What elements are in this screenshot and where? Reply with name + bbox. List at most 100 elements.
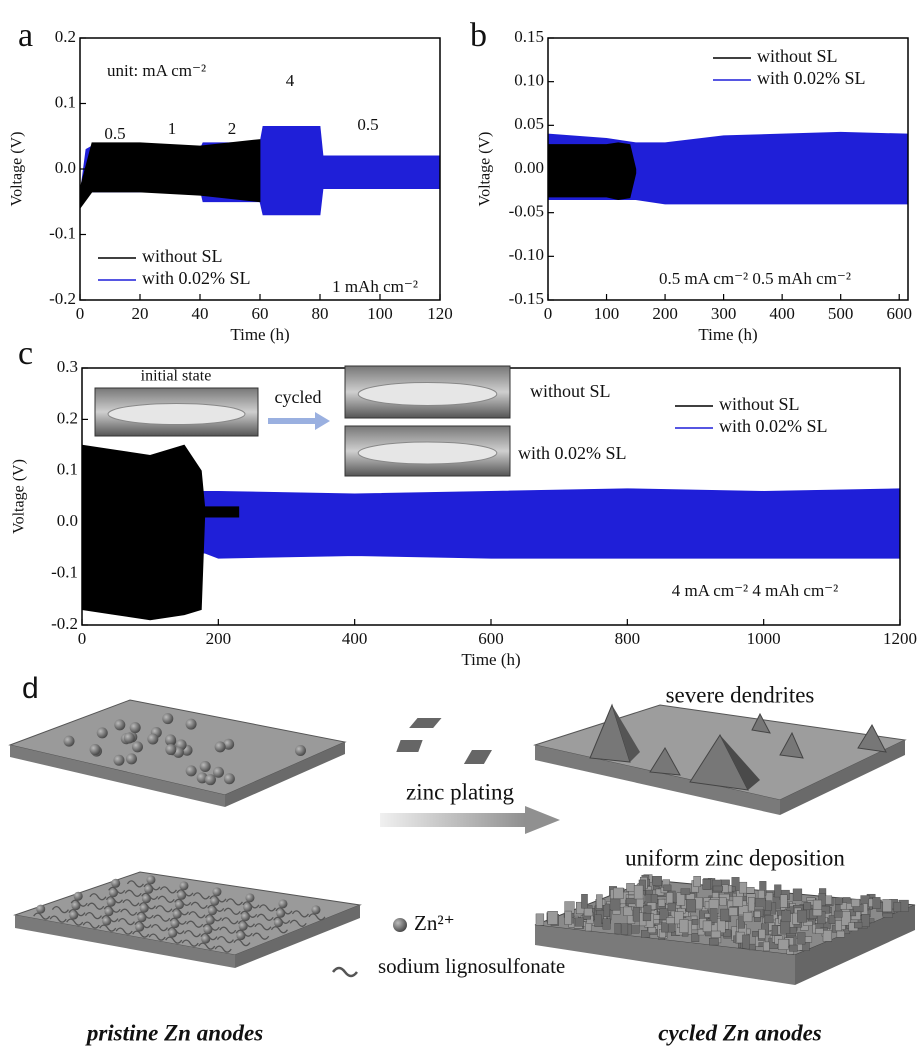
zinc-grain (548, 911, 558, 924)
zinc-grain (603, 904, 609, 917)
x-tick-label: 200 (206, 629, 232, 648)
y-tick-label: 0.2 (57, 408, 78, 427)
x-tick-label: 100 (367, 304, 393, 323)
zinc-grain (636, 898, 643, 907)
zinc-grain (596, 895, 602, 909)
zinc-grain (610, 899, 620, 910)
zn-ion (224, 773, 235, 784)
zn-ion (186, 719, 197, 730)
zinc-grain (634, 885, 643, 899)
zinc-grain (536, 914, 544, 925)
arrow-body (380, 813, 525, 827)
inset-arrow (268, 412, 330, 430)
zinc-grain (739, 882, 747, 893)
zn-ion (147, 734, 158, 745)
y-tick-label: 0.3 (57, 357, 78, 376)
zinc-grain (749, 944, 756, 950)
annotation: 4 mA cm⁻² 4 mAh cm⁻² (672, 581, 839, 600)
x-tick-label: 40 (192, 304, 209, 323)
top-label: severe dendrites (666, 682, 815, 707)
x-tick-label: 1000 (747, 629, 781, 648)
zinc-grain (575, 918, 584, 926)
panel-label: d (22, 672, 39, 705)
zinc-grain (615, 923, 621, 933)
x-tick-label: 80 (312, 304, 329, 323)
x-tick-label: 400 (342, 629, 368, 648)
diagram-panel: d zinc plating severe dendrites uniform … (10, 672, 915, 1045)
x-tick-label: 300 (711, 304, 737, 323)
y-axis-title: Voltage (V) (9, 132, 26, 207)
y-tick-label: -0.1 (51, 563, 78, 582)
zinc-grain (703, 921, 712, 932)
zinc-grain (713, 886, 723, 891)
zinc-grain (798, 933, 806, 945)
zinc-grain (823, 930, 832, 941)
zinc-grain (643, 913, 651, 921)
photo-disc (358, 442, 497, 464)
annotation: 0.5 (104, 124, 125, 143)
arrow-label: zinc plating (406, 779, 514, 804)
zn-ion (126, 753, 137, 764)
y-axis-title: Voltage (V) (11, 459, 28, 534)
zinc-grain (622, 924, 628, 935)
annotation: 0.5 (357, 115, 378, 134)
zn-ion (132, 741, 143, 752)
zn-ion (111, 879, 120, 888)
voltage-band (548, 143, 636, 200)
zinc-grain (626, 883, 634, 891)
zn-ion (200, 761, 211, 772)
zinc-grain (742, 935, 749, 948)
zinc-grain (789, 945, 797, 951)
zn-ion (36, 905, 45, 914)
y-tick-label: -0.2 (49, 289, 76, 308)
panel-label: c (18, 335, 33, 372)
zinc-grain (813, 909, 822, 916)
zinc-grain (668, 903, 676, 911)
y-tick-label: 0.05 (514, 114, 544, 133)
zinc-grain (709, 938, 718, 945)
zinc-grain (754, 917, 760, 921)
chart: 0.150.100.050.00-0.05-0.10-0.15010020030… (470, 17, 912, 344)
zinc-grain (661, 923, 668, 932)
y-tick-label: -0.1 (49, 223, 76, 242)
zinc-grain (854, 922, 862, 928)
zinc-grain (747, 887, 755, 893)
zinc-grain (720, 898, 727, 906)
y-tick-label: -0.2 (51, 614, 78, 633)
flake (396, 740, 422, 752)
inset-label: cycled (275, 387, 322, 407)
zinc-grain (624, 907, 633, 916)
zinc-grain (835, 898, 842, 905)
zinc-grain (835, 920, 841, 930)
zn-ion (179, 881, 188, 890)
bottom-label: uniform zinc deposition (625, 845, 845, 870)
photo-disc (108, 403, 245, 424)
zinc-grain (763, 942, 769, 951)
panel-label: a (18, 17, 33, 54)
zinc-grain (658, 899, 665, 906)
zn-ion (114, 719, 125, 730)
ion-icon (393, 918, 407, 932)
zinc-grain (774, 885, 781, 897)
zinc-grain (603, 919, 611, 930)
zinc-grain (797, 910, 806, 922)
zn-ion (165, 734, 176, 745)
legend-label: with 0.02% SL (757, 68, 866, 88)
zinc-grain (565, 911, 572, 924)
zn-ion (278, 899, 287, 908)
y-tick-label: -0.15 (509, 289, 544, 308)
lignosulfonate-icon (333, 968, 357, 976)
zn-ion (245, 893, 254, 902)
x-tick-label: 400 (769, 304, 795, 323)
legend-text: sodium lignosulfonate (378, 954, 565, 978)
zinc-grain (720, 909, 729, 921)
zn-ion (124, 732, 135, 743)
x-tick-label: 1200 (883, 629, 917, 648)
zinc-grain (837, 931, 845, 937)
zinc-grain (646, 890, 653, 894)
legend-label: without SL (719, 394, 800, 414)
annotation: 0.5 mA cm⁻² 0.5 mAh cm⁻² (659, 269, 851, 288)
zinc-grain (780, 895, 787, 908)
zn-ion (165, 744, 176, 755)
annotation: 4 (286, 71, 295, 90)
